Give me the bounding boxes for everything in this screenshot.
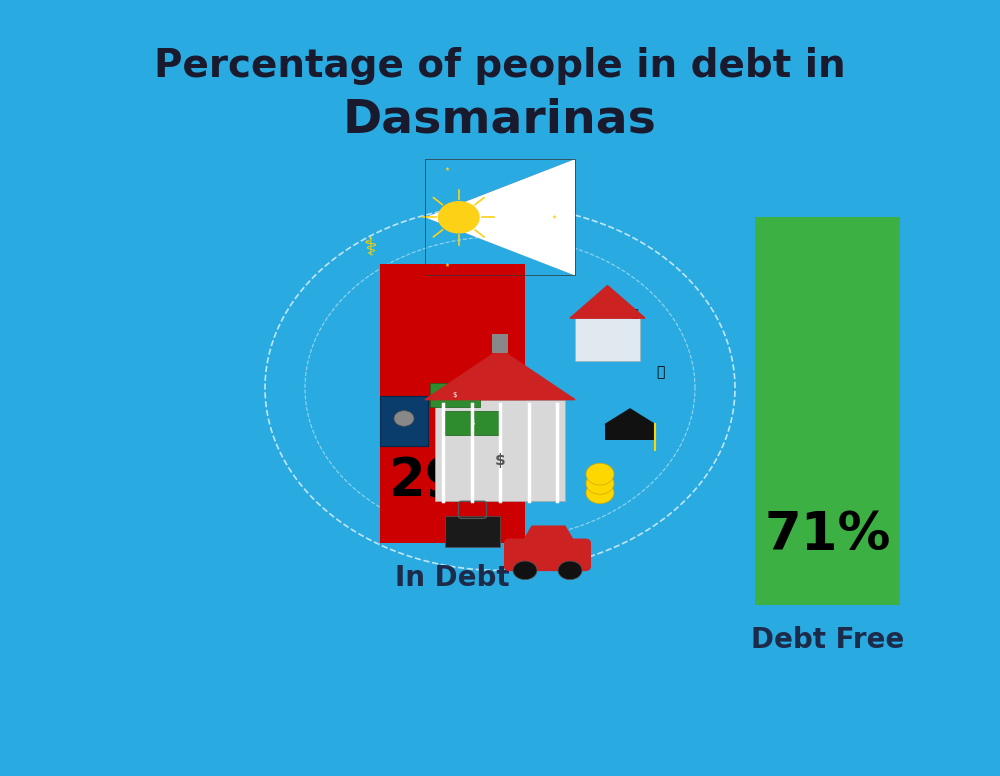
Polygon shape bbox=[425, 159, 575, 275]
FancyBboxPatch shape bbox=[445, 516, 500, 547]
Text: $: $ bbox=[495, 452, 505, 468]
Text: $: $ bbox=[470, 420, 475, 426]
Polygon shape bbox=[425, 159, 575, 217]
FancyBboxPatch shape bbox=[445, 411, 500, 435]
Circle shape bbox=[558, 561, 582, 580]
Text: Percentage of people in debt in: Percentage of people in debt in bbox=[154, 47, 846, 85]
Text: $: $ bbox=[453, 392, 457, 398]
FancyBboxPatch shape bbox=[435, 400, 565, 501]
FancyBboxPatch shape bbox=[755, 217, 900, 605]
Text: ⚕: ⚕ bbox=[363, 237, 377, 260]
FancyBboxPatch shape bbox=[575, 318, 640, 361]
Text: 🔒: 🔒 bbox=[656, 365, 664, 379]
Circle shape bbox=[586, 473, 614, 494]
FancyBboxPatch shape bbox=[380, 396, 428, 446]
FancyBboxPatch shape bbox=[430, 383, 480, 407]
Polygon shape bbox=[425, 217, 575, 275]
Polygon shape bbox=[570, 286, 645, 318]
FancyBboxPatch shape bbox=[492, 334, 508, 353]
Text: ★: ★ bbox=[552, 215, 556, 220]
FancyBboxPatch shape bbox=[380, 264, 525, 543]
Polygon shape bbox=[425, 349, 575, 400]
Polygon shape bbox=[605, 409, 655, 424]
Text: 📱: 📱 bbox=[632, 310, 638, 319]
Text: ★: ★ bbox=[445, 262, 450, 268]
Text: Debt Free: Debt Free bbox=[751, 626, 904, 654]
Circle shape bbox=[513, 561, 537, 580]
Polygon shape bbox=[522, 526, 575, 543]
FancyBboxPatch shape bbox=[605, 424, 655, 440]
Text: ★: ★ bbox=[445, 167, 450, 172]
Circle shape bbox=[438, 201, 480, 234]
Circle shape bbox=[394, 411, 414, 426]
Circle shape bbox=[586, 482, 614, 504]
Text: 71%: 71% bbox=[764, 509, 891, 562]
Text: Dasmarinas: Dasmarinas bbox=[343, 98, 657, 143]
Circle shape bbox=[586, 463, 614, 485]
Text: 29%: 29% bbox=[389, 456, 516, 508]
Text: In Debt: In Debt bbox=[395, 564, 510, 592]
FancyBboxPatch shape bbox=[504, 539, 591, 571]
